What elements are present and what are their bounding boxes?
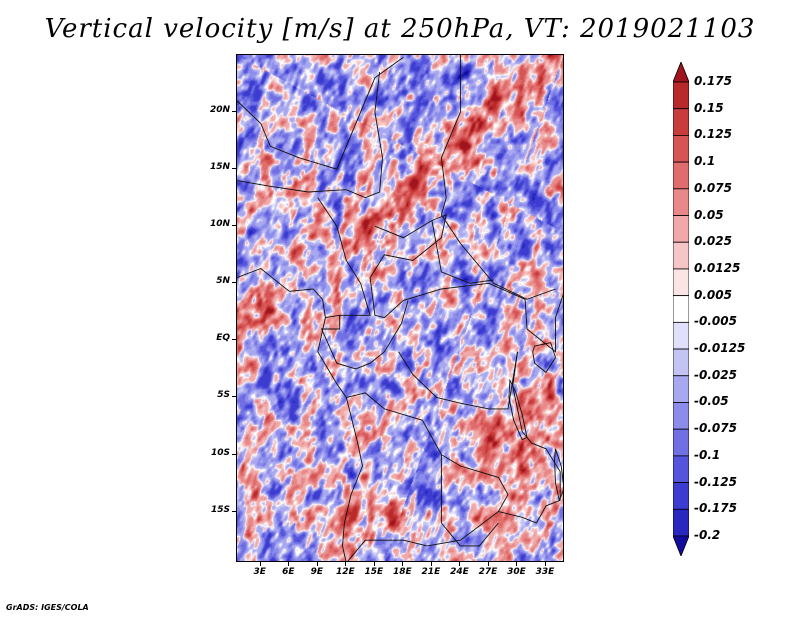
colorbar-band	[673, 268, 689, 297]
colorbar-label: 0.125	[694, 127, 732, 142]
colorbar-label: -0.125	[694, 474, 737, 489]
colorbar-label: -0.175	[694, 501, 737, 516]
colorbar-label: -0.075	[694, 421, 737, 436]
lat-tick-label: 10N	[209, 219, 230, 230]
lon-tick-label: 27E	[478, 567, 498, 577]
colorbar-label: -0.0125	[694, 341, 746, 356]
lat-tick-label: 15S	[210, 504, 230, 515]
lon-tick-label: 3E	[253, 567, 266, 577]
lon-tick-mark	[402, 562, 404, 566]
border-line	[317, 197, 371, 319]
lake-outline	[508, 378, 528, 441]
border-line	[440, 55, 556, 300]
colorbar-band	[673, 215, 689, 243]
border-line	[440, 454, 499, 547]
lon-tick-label: 21E	[421, 567, 441, 577]
chart-title: Vertical velocity [m/s] at 250hPa, VT: 2…	[44, 14, 756, 44]
lat-tick-label: 5S	[217, 390, 230, 401]
lon-tick-mark	[544, 562, 546, 566]
colorbar-band	[673, 375, 689, 403]
lat-tick-label: 5N	[216, 276, 230, 287]
colorbar-band	[673, 161, 689, 190]
lon-tick-mark	[288, 562, 290, 566]
colorbar-band	[673, 295, 689, 323]
colorbar-band	[673, 482, 689, 510]
lat-tick-mark	[232, 396, 236, 398]
border-line	[524, 293, 563, 353]
colorbar-band	[673, 402, 689, 430]
colorbar-label: -0.05	[694, 394, 729, 409]
lon-tick-label: 18E	[393, 567, 412, 577]
lat-tick-mark	[232, 453, 236, 455]
colorbar-label: 0.0125	[694, 260, 741, 275]
lat-tick-label: 15N	[209, 162, 230, 173]
colorbar-label: -0.2	[694, 528, 721, 542]
lon-tick-mark	[516, 562, 518, 566]
map-panel	[236, 54, 564, 562]
colorbar-min-arrow	[673, 535, 689, 556]
lat-tick-mark	[232, 282, 236, 284]
lat-tick-mark	[232, 339, 236, 341]
colorbar-band	[673, 241, 689, 270]
colorbar-max-arrow	[673, 62, 689, 83]
lat-tick-mark	[232, 510, 236, 512]
colorbar-label: -0.025	[694, 367, 737, 382]
colorbar-band	[673, 135, 689, 163]
lon-tick-label: 12E	[335, 567, 355, 577]
lon-tick-mark	[487, 562, 489, 566]
colorbar-label: 0.075	[694, 180, 732, 195]
colorbar-band	[673, 188, 689, 216]
lon-tick-mark	[316, 562, 318, 566]
lon-tick-label: 6E	[282, 567, 295, 577]
lon-tick-mark	[430, 562, 432, 566]
footer-credit: GrADS: IGES/COLA	[6, 603, 89, 612]
country-borders-overlay	[237, 55, 563, 561]
border-line	[498, 351, 561, 524]
border-line	[237, 56, 404, 170]
lake-outline	[532, 342, 556, 374]
border-line	[320, 300, 409, 370]
lake-outline	[554, 448, 563, 502]
border-line	[369, 214, 526, 319]
colorbar-label: 0.05	[694, 207, 724, 222]
colorbar-label: 0.1	[694, 154, 716, 169]
border-line	[237, 267, 363, 561]
border-line	[398, 351, 518, 410]
lat-tick-mark	[232, 225, 236, 227]
lon-tick-mark	[259, 562, 261, 566]
colorbar-label: -0.1	[694, 447, 721, 462]
lon-tick-label: 33E	[535, 567, 555, 577]
colorbar-label: 0.005	[694, 287, 732, 302]
lon-tick-label: 30E	[507, 567, 526, 577]
vertical-velocity-field	[237, 55, 563, 561]
colorbar-label: 0.15	[694, 100, 724, 115]
lon-tick-mark	[345, 562, 347, 566]
colorbar-band	[673, 428, 689, 457]
lat-tick-mark	[232, 168, 236, 170]
lon-tick-label: 15E	[364, 567, 384, 577]
colorbar	[673, 62, 689, 556]
lon-tick-mark	[459, 562, 461, 566]
colorbar-band	[673, 348, 689, 377]
colorbar-band	[673, 321, 689, 350]
lon-tick-label: 24E	[450, 567, 469, 577]
colorbar-label: -0.005	[694, 314, 737, 329]
border-line	[346, 392, 509, 561]
lat-tick-label: 20N	[209, 105, 230, 116]
colorbar-band	[673, 81, 689, 110]
colorbar-band	[673, 108, 689, 136]
border-line	[237, 72, 383, 199]
border-line	[431, 220, 494, 284]
colorbar-band	[673, 455, 689, 483]
lat-tick-mark	[232, 111, 236, 113]
colorbar-label: 0.175	[694, 74, 732, 88]
lat-tick-label: EQ	[216, 333, 230, 344]
colorbar-band	[673, 508, 689, 537]
lon-tick-label: 9E	[310, 567, 323, 577]
colorbar-label: 0.025	[694, 234, 732, 249]
lat-tick-label: 10S	[210, 447, 230, 458]
lon-tick-mark	[373, 562, 375, 566]
